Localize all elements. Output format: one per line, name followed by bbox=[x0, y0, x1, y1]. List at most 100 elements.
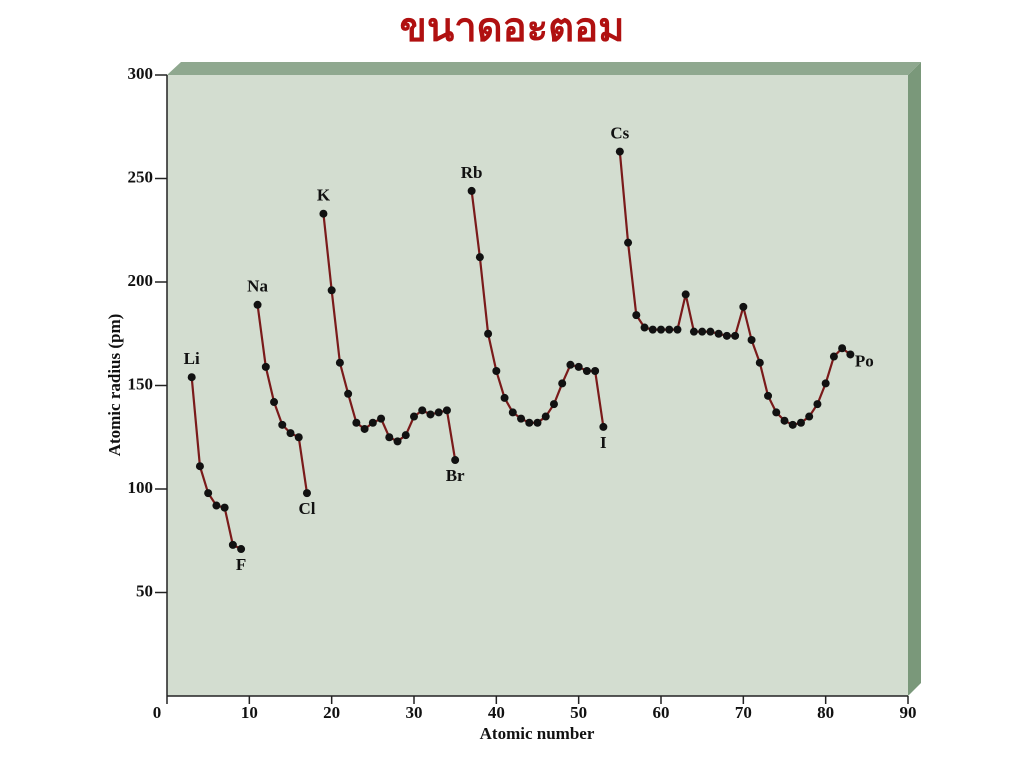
point bbox=[714, 329, 723, 338]
point bbox=[270, 398, 279, 407]
point bbox=[508, 408, 517, 417]
element-label: Po bbox=[855, 351, 874, 370]
point bbox=[368, 418, 377, 427]
element-label: F bbox=[236, 555, 246, 574]
point bbox=[492, 367, 501, 376]
x-tick-label: 80 bbox=[817, 703, 834, 722]
y-tick-label: 100 bbox=[128, 478, 154, 497]
point bbox=[805, 412, 814, 421]
x-tick-label: 20 bbox=[323, 703, 340, 722]
point bbox=[467, 186, 476, 195]
point bbox=[500, 393, 509, 402]
point bbox=[813, 400, 822, 409]
point bbox=[698, 327, 707, 336]
point bbox=[278, 420, 287, 429]
point bbox=[302, 489, 311, 498]
point bbox=[294, 433, 303, 442]
x-tick-label: 50 bbox=[570, 703, 587, 722]
point bbox=[582, 367, 591, 376]
point bbox=[344, 389, 353, 398]
point bbox=[640, 323, 649, 332]
point bbox=[739, 302, 748, 311]
point bbox=[558, 379, 567, 388]
x-tick-label: 30 bbox=[406, 703, 423, 722]
point bbox=[772, 408, 781, 417]
element-label: I bbox=[600, 433, 607, 452]
point bbox=[632, 311, 641, 320]
point bbox=[212, 501, 221, 510]
x-tick-label: 90 bbox=[900, 703, 917, 722]
point bbox=[335, 358, 344, 367]
y-tick-label: 300 bbox=[128, 64, 154, 83]
x-tick-label: 70 bbox=[735, 703, 752, 722]
point bbox=[755, 358, 764, 367]
x-axis-label: Atomic number bbox=[480, 724, 595, 743]
x-tick-label: 0 bbox=[153, 703, 162, 722]
point bbox=[360, 424, 369, 433]
point bbox=[237, 545, 246, 554]
point bbox=[410, 412, 418, 421]
point bbox=[624, 238, 633, 247]
point bbox=[731, 331, 740, 340]
element-label: Cs bbox=[610, 123, 629, 142]
point bbox=[846, 350, 855, 359]
y-tick-label: 250 bbox=[128, 167, 154, 186]
point bbox=[475, 253, 484, 262]
point bbox=[204, 489, 213, 498]
point bbox=[665, 325, 674, 334]
point bbox=[657, 325, 665, 334]
point bbox=[541, 412, 550, 421]
point bbox=[393, 437, 402, 446]
point bbox=[377, 414, 386, 423]
point bbox=[484, 329, 493, 338]
point bbox=[195, 462, 204, 471]
y-tick-label: 150 bbox=[128, 374, 154, 393]
point bbox=[261, 362, 270, 371]
point bbox=[442, 406, 451, 415]
point bbox=[591, 367, 600, 376]
element-label: K bbox=[317, 186, 331, 205]
point bbox=[327, 286, 336, 295]
point bbox=[451, 456, 460, 465]
box-side bbox=[908, 62, 921, 696]
point bbox=[706, 327, 715, 336]
point bbox=[689, 327, 698, 336]
x-tick-label: 40 bbox=[488, 703, 505, 722]
point bbox=[434, 408, 443, 417]
point bbox=[747, 335, 756, 344]
point bbox=[220, 503, 229, 512]
point bbox=[599, 422, 608, 431]
point bbox=[426, 410, 435, 419]
point bbox=[829, 352, 838, 361]
box-top bbox=[167, 62, 921, 75]
point bbox=[838, 344, 847, 353]
y-tick-label: 200 bbox=[128, 271, 154, 290]
point bbox=[385, 433, 394, 442]
point bbox=[780, 416, 789, 425]
element-label: Li bbox=[184, 349, 200, 368]
point bbox=[228, 540, 237, 549]
point bbox=[574, 362, 583, 371]
point bbox=[673, 325, 682, 334]
element-label: Rb bbox=[461, 163, 483, 182]
element-label: Br bbox=[446, 466, 465, 485]
element-label: Na bbox=[247, 277, 268, 296]
point bbox=[401, 431, 410, 440]
point bbox=[566, 360, 575, 369]
point bbox=[253, 300, 262, 309]
y-axis-label: Atomic radius (pm) bbox=[105, 314, 124, 457]
point bbox=[821, 379, 830, 388]
point bbox=[788, 420, 797, 429]
point bbox=[286, 429, 295, 438]
y-tick-label: 50 bbox=[136, 581, 153, 600]
point bbox=[681, 290, 690, 299]
point bbox=[319, 209, 328, 218]
point bbox=[517, 414, 526, 423]
x-tick-label: 10 bbox=[241, 703, 258, 722]
point bbox=[187, 373, 196, 382]
point bbox=[648, 325, 657, 334]
point bbox=[533, 418, 542, 427]
point bbox=[525, 418, 534, 427]
